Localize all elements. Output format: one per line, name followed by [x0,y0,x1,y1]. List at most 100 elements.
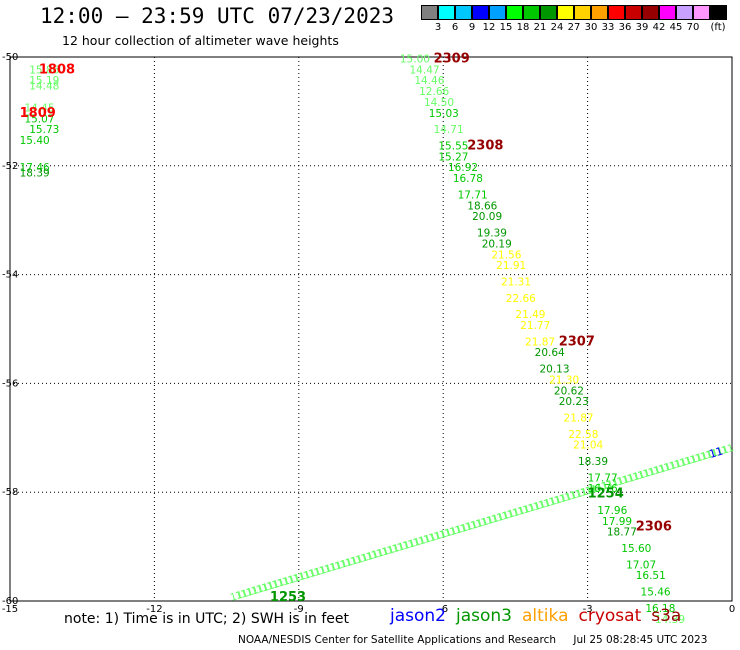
satellite-name: altika [522,606,569,626]
credit-line: NOAA/NESDIS Center for Satellite Applica… [238,634,721,646]
wave-height-label: 14.50 [424,97,454,109]
oblique-track-label: 11 [381,544,396,558]
oblique-track-label: 11 [349,554,364,568]
lon-tick-label: 0 [729,604,735,615]
wave-height-label: 15.46 [641,587,671,599]
wave-height-label: 20.19 [482,238,512,250]
oblique-track-label: 11 [255,582,270,596]
oblique-track-label: 11 [647,465,662,479]
wave-height-label: 21.56 [491,249,521,261]
wave-height-label: 17.99 [602,516,632,528]
oblique-track-label: 11 [287,572,302,586]
oblique-track-label: 11 [407,537,422,551]
lon-tick-label: -9 [294,604,304,615]
time-label: 1809 [20,106,56,121]
satellite-name: cryosat [578,606,642,626]
oblique-track-label: 11 [250,583,265,597]
oblique-track-label: 11 [307,566,322,580]
color-swatch [608,5,625,20]
oblique-track-label: 11 [579,485,594,499]
oblique-track-label: 11 [386,543,401,557]
color-scale-label: 24 [550,22,564,33]
oblique-track-label: 11 [522,502,537,516]
wave-height-label: 15.00 [400,53,430,65]
oblique-track-label: 11 [370,547,385,561]
oblique-track-label: 11 [229,590,244,604]
satellite-legend: jason2 jason3 altika cryosat s3a [390,606,691,626]
oblique-track-label: 11 [684,454,699,468]
time-label: 1254 [588,487,624,502]
oblique-track-label: 11 [391,541,406,555]
oblique-track-label: 11 [673,457,688,471]
oblique-track-label: 11 [516,504,531,518]
oblique-track-label: 11 [297,569,312,583]
oblique-track-label: 11 [433,529,448,543]
color-scale-label: 70 [686,22,700,33]
oblique-track-label: 11 [344,555,359,569]
oblique-track-label: 11 [720,443,735,457]
wave-height-label: 14.46 [414,75,444,87]
lon-tick-label: -6 [438,604,448,615]
oblique-track-label: 11 [563,490,578,504]
oblique-track-label: 11 [396,540,411,554]
map-grid [10,57,732,601]
oblique-track-label: 11 [401,538,416,552]
oblique-track-label: 11 [678,455,693,469]
map-tick-labels: -15 -12 -9 -6 -3 0 -50 -52 -54 -56 -58 -60 [2,52,735,615]
oblique-track-end-label: 11 [708,445,725,461]
oblique-track-label: 11 [375,546,390,560]
oblique-track-label: 11 [302,568,317,582]
time-label: 2309 [434,51,470,66]
wave-height-label: 12.66 [419,86,449,98]
oblique-track-label: 11 [234,588,249,602]
oblique-track-label: 11 [657,462,672,476]
oblique-track-label: 11 [260,580,275,594]
oblique-track-label: 11 [469,518,484,532]
oblique-track-label: 11 [313,565,328,579]
wave-height-label: 17.71 [458,189,488,201]
wave-height-label: 17.07 [626,559,656,571]
oblique-track-label: 11 [548,494,563,508]
oblique-track-label: 11 [318,563,333,577]
color-swatch [693,5,710,20]
oblique-track-label: 11 [626,471,641,485]
oblique-track-label: 11 [475,516,490,530]
oblique-track-label: 11 [365,549,380,563]
oblique-track-label: 11 [240,587,255,601]
wave-height-label: 20.13 [539,364,569,376]
time-label: 2307 [559,334,595,349]
oblique-track-label: 11 [621,472,636,486]
wave-height-label: 16.18 [645,603,675,615]
color-scale-label: 3 [434,22,442,33]
time-labels: 1808 1809 2309 2308 2307 2306 1254 1253 [20,51,672,605]
lat-tick-label: -52 [2,161,18,172]
color-scale-label: 39 [635,22,649,33]
color-swatch [438,5,455,20]
oblique-track-label: 11 [459,521,474,535]
wave-height-label: 22.58 [568,429,598,441]
oblique-track-label: 11 [663,460,678,474]
time-label: 1253 [270,590,306,605]
lon-tick-label: -3 [583,604,593,615]
wave-height-label: 18.39 [578,456,608,468]
oblique-track-label: 11 [360,551,375,565]
wave-height-label: 14.47 [410,64,440,76]
wave-height-label: 14.45 [24,102,54,114]
wave-height-label: 15.73 [29,124,59,136]
color-scale-label: 42 [652,22,666,33]
wave-height-label: 17.46 [20,162,50,174]
wave-height-label: 15.03 [429,108,459,120]
wave-height-label: 19.39 [477,228,507,240]
oblique-track-label: 11 [334,558,349,572]
lat-tick-label: -50 [2,52,18,63]
color-swatch [676,5,693,20]
wave-height-label: 21.87 [564,412,594,424]
wave-height-label: 16.76 [588,483,618,495]
oblique-track-label: 11 [710,446,725,460]
oblique-track-label: 11 [652,463,667,477]
oblique-track-label: 11 [271,577,286,591]
oblique-track-label: 11 [715,444,730,458]
oblique-track-label: 11 [590,482,605,496]
color-scale-label: 33 [601,22,615,33]
